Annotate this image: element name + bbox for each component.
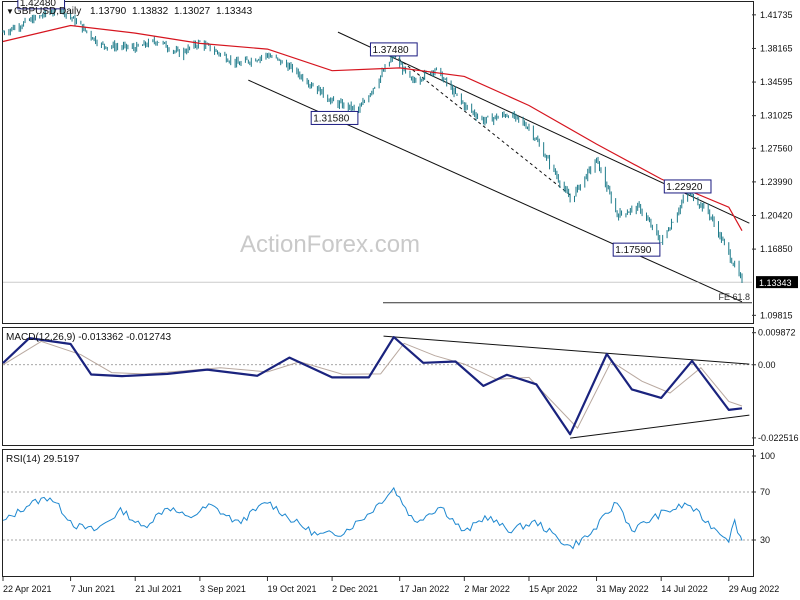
ohlc-low: 1.13027: [174, 6, 211, 17]
rsi-tick-label: 70: [760, 487, 770, 497]
price-label-0: 1.42480: [20, 0, 57, 9]
x-tick-label: 2 Mar 2022: [464, 584, 510, 594]
price-tick-label: 1.41735: [760, 10, 793, 20]
price-tick-label: 1.38165: [760, 43, 793, 53]
x-tick-label: 3 Sep 2021: [200, 584, 246, 594]
price-tick-label: 1.31025: [760, 111, 793, 121]
macd-trendlines: [383, 335, 750, 439]
price-tick-label: 1.27560: [760, 143, 793, 153]
x-tick-label: 2 Dec 2021: [332, 584, 378, 594]
ohlc-open: 1.13790: [90, 6, 127, 17]
macd-tick-label: 0.009872: [758, 328, 796, 338]
macd-trendline-0: [383, 335, 750, 365]
price-label-box-4: [612, 242, 661, 257]
moving-average: [2, 24, 743, 231]
price-label-box-1: [369, 42, 418, 57]
x-tick-label: 22 Apr 2021: [3, 584, 52, 594]
rsi-caption: RSI(14) 29.5197: [6, 454, 80, 465]
macd-tick-label: 0.00: [758, 360, 776, 370]
rsi-tick-label: 30: [760, 535, 770, 545]
fibonacci-extension-line: FE 61.8: [3, 281, 752, 304]
price-labels: 1.42480 1.37480 1.31580 1.22920 1.17590: [17, 0, 712, 257]
last-price-marker: [756, 276, 798, 289]
x-tick-label: 7 Jun 2021: [71, 584, 116, 594]
fe-label: FE 61.8: [718, 292, 750, 302]
watermark: ActionForex.com: [240, 231, 420, 258]
rsi-axis: 100 70 30: [752, 451, 775, 545]
macd-tick-label: -0.022516: [758, 433, 799, 443]
rsi-lines: [2, 486, 743, 550]
price-label-1: 1.37480: [372, 45, 409, 56]
price-label-box-0: [17, 0, 66, 10]
ohlc-close: 1.13343: [216, 6, 253, 17]
price-tick-label: 1.16850: [760, 244, 793, 254]
macd-caption: MACD(12,26,9) -0.013362 -0.012743: [6, 332, 172, 343]
macd-trendline-1: [570, 414, 750, 439]
price-label-2: 1.31580: [313, 113, 350, 124]
macd-axis: 0.009872 0.00 -0.022516: [752, 328, 799, 443]
x-tick-label: 17 Jan 2022: [400, 584, 450, 594]
x-tick-label: 29 Aug 2022: [729, 584, 780, 594]
ohlc-high: 1.13832: [132, 6, 169, 17]
macd-panel-frame: [2, 327, 754, 446]
symbol-marker: ▼: [6, 7, 14, 16]
macd-lines: [2, 336, 743, 436]
rsi-line: [2, 486, 743, 550]
x-axis: 22 Apr 2021 7 Jun 2021 21 Jul 2021 3 Sep 20…: [2, 577, 780, 594]
macd-line: [2, 336, 743, 436]
price-bars: [2, 3, 743, 283]
moving-average-line: [2, 24, 743, 231]
price-label-4: 1.17590: [615, 245, 652, 256]
price-label-3: 1.22920: [666, 182, 703, 193]
chart-title: GBPUSD,Daily: [14, 6, 81, 17]
x-tick-label: 14 Jul 2022: [661, 584, 708, 594]
rsi-levels: [3, 491, 752, 541]
price-axis: 1.41735 1.38165 1.34595 1.31025 1.27560 1.239…: [752, 10, 798, 320]
price-label-box-3: [663, 179, 712, 194]
rsi-panel-frame: [2, 449, 754, 577]
rsi-tick-label: 100: [760, 451, 775, 461]
price-tick-label: 1.34595: [760, 77, 793, 87]
price-tick-label: 1.09815: [760, 310, 793, 320]
price-tick-label: 1.20420: [760, 210, 793, 220]
x-tick-label: 31 May 2022: [597, 584, 649, 594]
x-tick-label: 21 Jul 2021: [135, 584, 182, 594]
x-tick-label: 15 Apr 2022: [529, 584, 578, 594]
price-tick-label: 1.13343: [759, 278, 792, 288]
price-tick-label: 1.23990: [760, 177, 793, 187]
price-label-box-2: [310, 110, 359, 125]
macd-signal-line: [2, 340, 743, 429]
x-tick-label: 19 Oct 2021: [267, 584, 316, 594]
